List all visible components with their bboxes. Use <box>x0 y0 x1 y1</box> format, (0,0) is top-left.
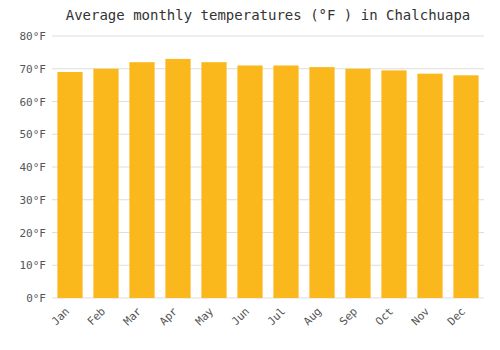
grid-line <box>52 36 484 37</box>
bar <box>201 62 226 298</box>
x-tick-label: Nov <box>409 305 433 329</box>
bar <box>345 69 370 298</box>
bar <box>57 72 82 298</box>
bar <box>453 75 478 298</box>
x-tick-label: Feb <box>85 305 108 328</box>
bar <box>93 69 118 298</box>
bars <box>57 59 478 298</box>
bar <box>309 67 334 298</box>
x-tick-label: Oct <box>373 305 396 328</box>
x-tick-label: Jan <box>49 305 72 328</box>
bar <box>417 74 442 298</box>
bar <box>129 62 154 298</box>
bar <box>273 65 298 298</box>
y-tick-label: 0°F <box>26 292 46 305</box>
chart: Average monthly temperatures (°F ) in Ch… <box>0 0 500 350</box>
x-tick-label: May <box>193 305 217 329</box>
x-tick-label: Jul <box>265 305 288 328</box>
bar <box>165 59 190 298</box>
y-tick-label: 50°F <box>20 128 47 141</box>
bar <box>381 70 406 298</box>
y-tick-label: 60°F <box>20 96 47 109</box>
y-tick-label: 10°F <box>20 259 47 272</box>
y-tick-label: 40°F <box>20 161 47 174</box>
bar <box>237 65 262 298</box>
grid <box>52 36 484 298</box>
x-tick-label: Aug <box>301 305 324 328</box>
y-tick-label: 80°F <box>20 30 47 43</box>
x-tick-label: Dec <box>445 305 468 328</box>
x-tick-label: Apr <box>157 305 181 329</box>
y-tick-label: 20°F <box>20 227 47 240</box>
title: Average monthly temperatures (°F ) in Ch… <box>66 7 471 23</box>
y-tick-label: 70°F <box>20 63 47 76</box>
x-tick-label: Sep <box>337 305 360 328</box>
chart-container: Average monthly temperatures (°F ) in Ch… <box>0 0 500 350</box>
y-tick-label: 30°F <box>20 194 47 207</box>
x-tick-label: Jun <box>229 305 252 328</box>
x-tick-label: Mar <box>121 305 145 329</box>
